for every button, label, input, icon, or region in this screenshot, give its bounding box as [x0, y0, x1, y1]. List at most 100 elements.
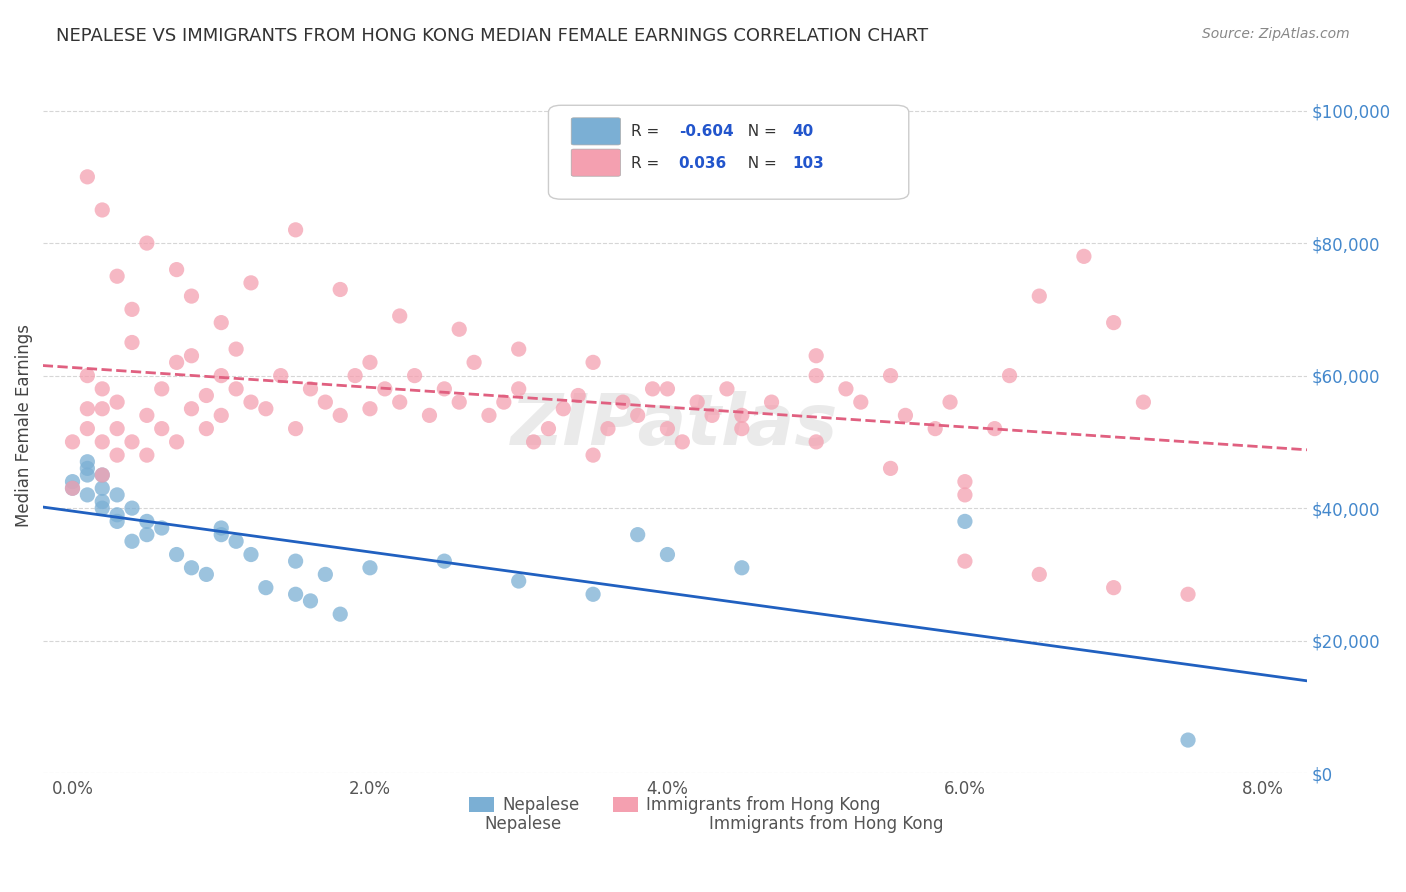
Point	[953, 488, 976, 502]
Point	[804, 368, 827, 383]
Point	[939, 395, 962, 409]
Point	[180, 289, 202, 303]
Point	[596, 422, 619, 436]
Point	[537, 422, 560, 436]
Text: R =: R =	[631, 124, 664, 139]
Point	[657, 548, 679, 562]
Point	[91, 481, 114, 495]
Point	[209, 527, 232, 541]
Point	[641, 382, 664, 396]
Y-axis label: Median Female Earnings: Median Female Earnings	[15, 324, 32, 527]
Point	[76, 461, 98, 475]
Point	[240, 276, 263, 290]
Point	[105, 515, 128, 529]
Point	[849, 395, 872, 409]
Point	[835, 382, 858, 396]
Point	[180, 349, 202, 363]
Point	[225, 342, 247, 356]
Text: Immigrants from Hong Kong: Immigrants from Hong Kong	[710, 815, 943, 833]
Point	[135, 515, 157, 529]
Point	[657, 382, 679, 396]
Point	[105, 448, 128, 462]
Point	[91, 468, 114, 483]
Point	[91, 494, 114, 508]
Point	[180, 561, 202, 575]
Point	[627, 527, 650, 541]
Point	[209, 368, 232, 383]
Point	[508, 574, 530, 588]
Point	[657, 422, 679, 436]
Point	[329, 283, 352, 297]
Text: NEPALESE VS IMMIGRANTS FROM HONG KONG MEDIAN FEMALE EARNINGS CORRELATION CHART: NEPALESE VS IMMIGRANTS FROM HONG KONG ME…	[56, 27, 928, 45]
Point	[1028, 289, 1050, 303]
Point	[953, 554, 976, 568]
Point	[76, 169, 98, 184]
Point	[195, 388, 218, 402]
Point	[299, 594, 322, 608]
Point	[523, 434, 546, 449]
Point	[76, 468, 98, 483]
Point	[240, 395, 263, 409]
Point	[671, 434, 693, 449]
Point	[508, 382, 530, 396]
Point	[388, 395, 411, 409]
Point	[91, 468, 114, 483]
Point	[879, 368, 901, 383]
Text: Nepalese: Nepalese	[485, 815, 562, 833]
Text: ZIPatlas: ZIPatlas	[512, 391, 838, 459]
Point	[180, 401, 202, 416]
Point	[150, 422, 173, 436]
Text: 0.036: 0.036	[679, 155, 727, 170]
Point	[135, 527, 157, 541]
Point	[91, 382, 114, 396]
Point	[135, 236, 157, 251]
Point	[225, 534, 247, 549]
Point	[121, 434, 143, 449]
Point	[1102, 581, 1125, 595]
FancyBboxPatch shape	[571, 149, 620, 177]
Point	[76, 455, 98, 469]
Text: 103: 103	[793, 155, 824, 170]
Point	[1073, 249, 1095, 263]
Point	[612, 395, 634, 409]
Point	[284, 554, 307, 568]
Point	[359, 355, 381, 369]
Point	[121, 501, 143, 516]
Point	[404, 368, 426, 383]
Point	[804, 349, 827, 363]
FancyBboxPatch shape	[571, 118, 620, 145]
Point	[463, 355, 485, 369]
Point	[924, 422, 946, 436]
Point	[62, 434, 84, 449]
Point	[582, 587, 605, 601]
Point	[150, 521, 173, 535]
Point	[62, 481, 84, 495]
Point	[62, 481, 84, 495]
Point	[953, 515, 976, 529]
Point	[582, 355, 605, 369]
Point	[284, 587, 307, 601]
Point	[166, 434, 188, 449]
Point	[627, 409, 650, 423]
Point	[374, 382, 396, 396]
Point	[1028, 567, 1050, 582]
Point	[166, 262, 188, 277]
Point	[449, 395, 471, 409]
Point	[314, 395, 336, 409]
Point	[62, 475, 84, 489]
Point	[716, 382, 738, 396]
Point	[804, 434, 827, 449]
Point	[105, 269, 128, 284]
Point	[567, 388, 589, 402]
Text: N =: N =	[738, 124, 782, 139]
Point	[209, 521, 232, 535]
Point	[76, 401, 98, 416]
Point	[508, 342, 530, 356]
Point	[284, 422, 307, 436]
Point	[314, 567, 336, 582]
Point	[433, 554, 456, 568]
Point	[359, 561, 381, 575]
Point	[433, 382, 456, 396]
Point	[105, 395, 128, 409]
Point	[91, 401, 114, 416]
